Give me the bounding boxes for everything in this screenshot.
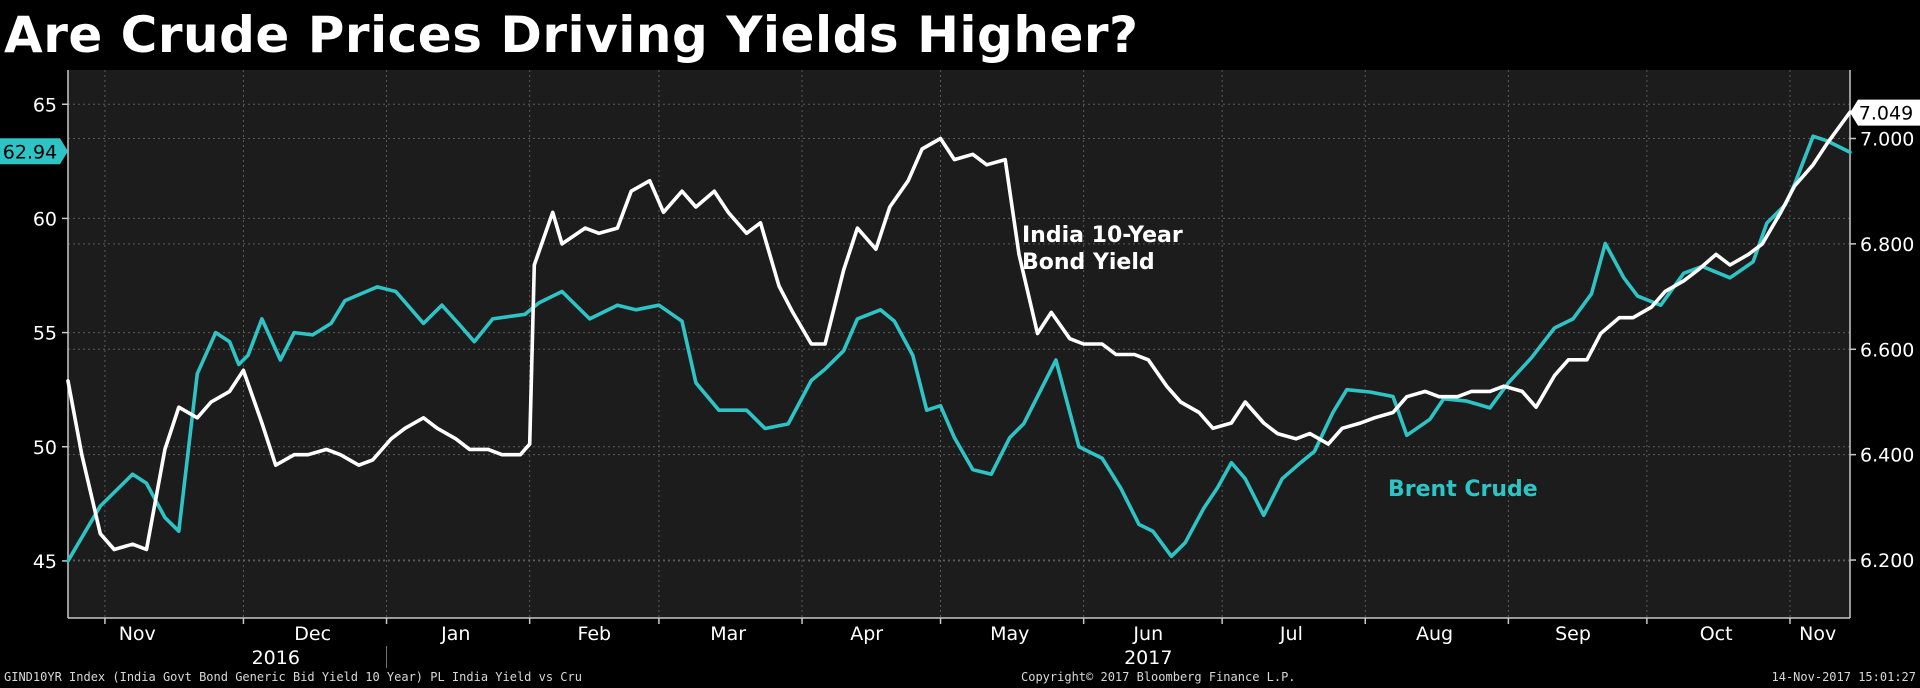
yield-current-value-tag [1850, 99, 1920, 126]
x-tick-label: Nov [119, 623, 156, 645]
left-axis-tick-label: 45 [33, 551, 57, 573]
india-yield-series-label: Bond Yield [1022, 250, 1155, 275]
yield-current-value-label: 7.049 [1859, 103, 1913, 125]
right-axis-tick-label: 7.000 [1860, 129, 1914, 151]
year-label: 2016 [252, 647, 300, 669]
brent-current-value-label: 62.94 [3, 141, 57, 163]
india-yield-series-label: India 10-Year [1022, 223, 1183, 248]
left-axis-tick-label: 60 [33, 208, 57, 230]
left-axis-tick-label: 65 [33, 94, 57, 116]
year-label: 2017 [1124, 647, 1172, 669]
grid [68, 70, 1850, 618]
x-tick-label: Mar [710, 623, 746, 645]
x-tick-label: Jul [1279, 623, 1303, 645]
right-axis-tick-label: 6.600 [1860, 339, 1914, 361]
x-tick-label: Feb [577, 623, 611, 645]
x-tick-label: Jan [440, 623, 470, 645]
x-tick-label: May [990, 623, 1029, 645]
left-axis-tick-label: 55 [33, 323, 57, 345]
brent-crude-line [66, 134, 1852, 563]
x-tick-label: Dec [294, 623, 331, 645]
right-axis-tick-label: 6.200 [1860, 550, 1914, 572]
right-axis-tick-label: 6.400 [1860, 445, 1914, 467]
x-tick-label: Oct [1700, 623, 1733, 645]
x-tick-label: Nov [1799, 623, 1836, 645]
right-axis-tick-label: 6.800 [1860, 234, 1914, 256]
x-tick-label: Apr [850, 623, 883, 645]
india-yield-line [66, 110, 1852, 552]
footer-copyright: Copyright© 2017 Bloomberg Finance L.P. [1021, 670, 1296, 684]
brent-crude-series-label: Brent Crude [1388, 477, 1538, 502]
series [66, 110, 1852, 563]
axes: Nov Dec Jan Feb Mar Apr May Jun Jul Aug Sep Oct Nov 2… [33, 70, 1914, 669]
footer-source: GIND10YR Index (India Govt Bond Generic … [4, 670, 582, 684]
x-tick-label: Aug [1416, 623, 1453, 645]
plot-area [68, 70, 1850, 618]
chart-title: Are Crude Prices Driving Yields Higher? [4, 6, 1139, 64]
x-tick-label: Jun [1132, 623, 1163, 645]
footer-timestamp: 14-Nov-2017 15:01:27 [1771, 670, 1917, 684]
x-tick-label: Sep [1555, 623, 1591, 645]
brent-current-value-tag [0, 138, 68, 165]
left-axis-tick-label: 50 [33, 437, 57, 459]
